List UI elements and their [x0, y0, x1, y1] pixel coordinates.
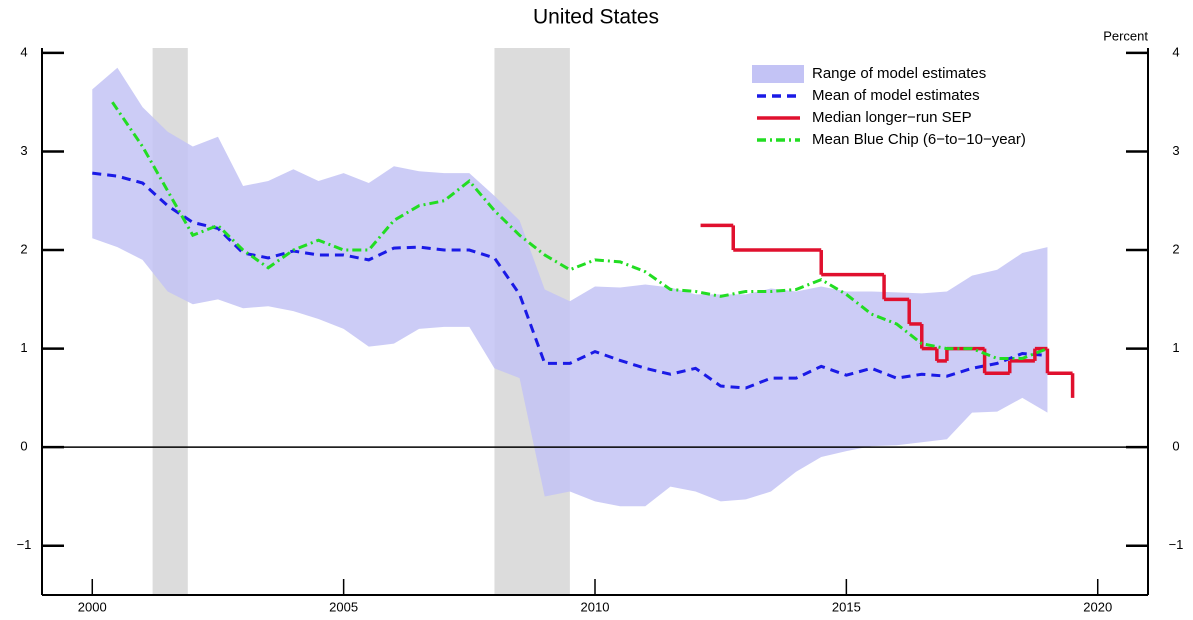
range-band — [92, 67, 1048, 507]
y2-tick-label: 1 — [1172, 340, 1179, 355]
y-tick-label: 2 — [20, 241, 27, 256]
y-tick-label: 4 — [20, 44, 27, 59]
y2-tick-label: 4 — [1172, 44, 1179, 59]
x-tick-label: 2000 — [78, 599, 107, 614]
x-tick-label: 2010 — [581, 599, 610, 614]
legend-label: Mean Blue Chip (6−to−10−year) — [812, 131, 1026, 148]
legend-label: Mean of model estimates — [812, 87, 980, 104]
chart-title: United States — [533, 6, 659, 29]
x-tick-label: 2015 — [832, 599, 861, 614]
y2-tick-label: −1 — [1169, 537, 1184, 552]
x-tick-label: 2020 — [1083, 599, 1112, 614]
series-line — [92, 171, 1048, 390]
legend-label: Median longer−run SEP — [812, 109, 972, 126]
y-axis-label: Percent — [1103, 28, 1148, 43]
y2-tick-label: 3 — [1172, 143, 1179, 158]
y-tick-label: 3 — [20, 143, 27, 158]
y-tick-label: −1 — [17, 537, 32, 552]
legend-swatch — [752, 65, 804, 83]
series-line — [111, 101, 1048, 360]
y-tick-label: 0 — [20, 439, 27, 454]
legend-label: Range of model estimates — [812, 65, 986, 82]
legend: Range of model estimates Mean of model es… — [752, 65, 1026, 148]
y2-tick-label: 2 — [1172, 241, 1179, 256]
x-tick-label: 2005 — [329, 599, 358, 614]
y2-tick-label: 0 — [1172, 439, 1179, 454]
y-tick-label: 1 — [20, 340, 27, 355]
